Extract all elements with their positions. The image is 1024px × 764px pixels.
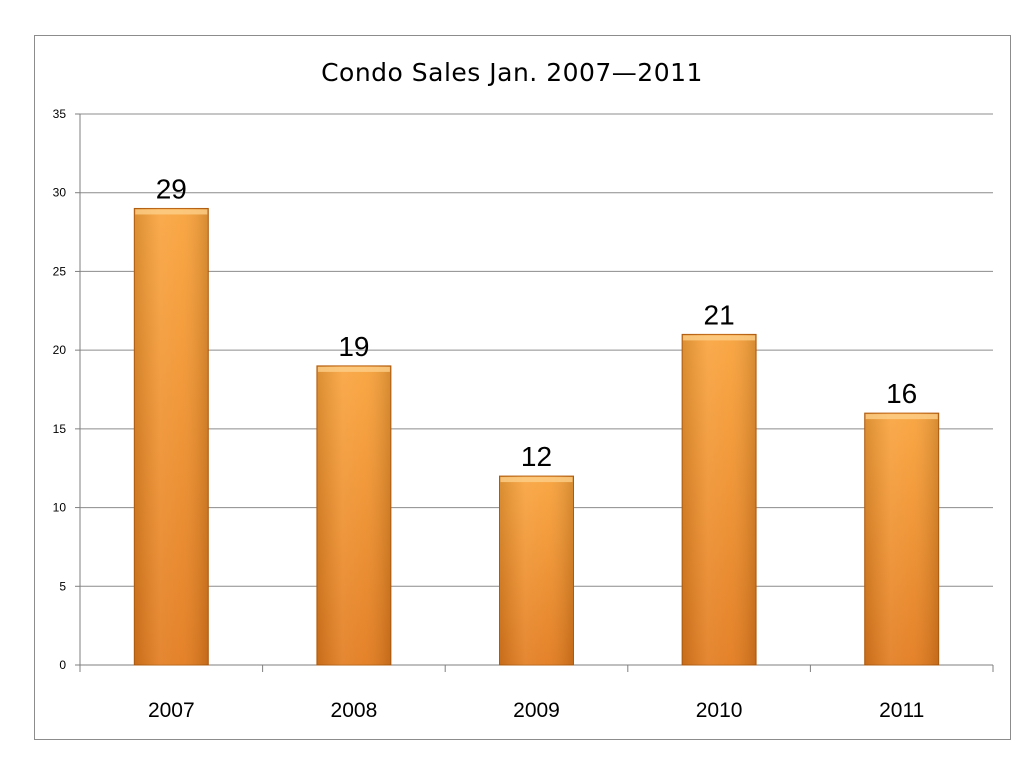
y-tick-label: 35 (53, 107, 67, 121)
data-label: 29 (156, 173, 187, 204)
bar-shading (316, 365, 391, 665)
x-tick-label: 2007 (148, 699, 195, 722)
x-tick-label: 2011 (879, 699, 924, 722)
y-tick-label: 25 (53, 264, 67, 278)
data-label: 21 (704, 299, 735, 330)
bar-top-highlight (865, 414, 938, 420)
data-label: 16 (886, 378, 917, 409)
y-tick-label: 10 (53, 501, 67, 515)
bar-2007 (133, 207, 209, 666)
bar-shading (864, 413, 939, 665)
bar-top-highlight (500, 477, 573, 483)
bar-top-highlight (135, 209, 208, 215)
bar-2009 (499, 475, 574, 666)
x-tick-label: 2010 (696, 699, 743, 722)
bar-2010 (681, 333, 757, 666)
y-tick-label: 5 (59, 579, 66, 593)
chart-title: Condo Sales Jan. 2007—2011 (321, 58, 703, 87)
y-tick-label: 30 (53, 186, 67, 200)
bar-2008 (316, 365, 392, 666)
data-label: 12 (521, 441, 552, 472)
bar-shading (499, 476, 574, 665)
bar-shading (134, 208, 209, 665)
y-tick-label: 15 (53, 422, 67, 436)
x-tick-label: 2008 (331, 699, 378, 722)
x-tick-label: 2009 (513, 699, 560, 722)
bar-2011 (864, 412, 940, 666)
y-tick-label: 20 (53, 343, 67, 357)
bar-top-highlight (683, 335, 756, 341)
bar-shading (682, 334, 757, 665)
data-label: 19 (338, 331, 369, 362)
y-tick-label: 0 (59, 658, 66, 672)
bar-top-highlight (317, 366, 390, 372)
